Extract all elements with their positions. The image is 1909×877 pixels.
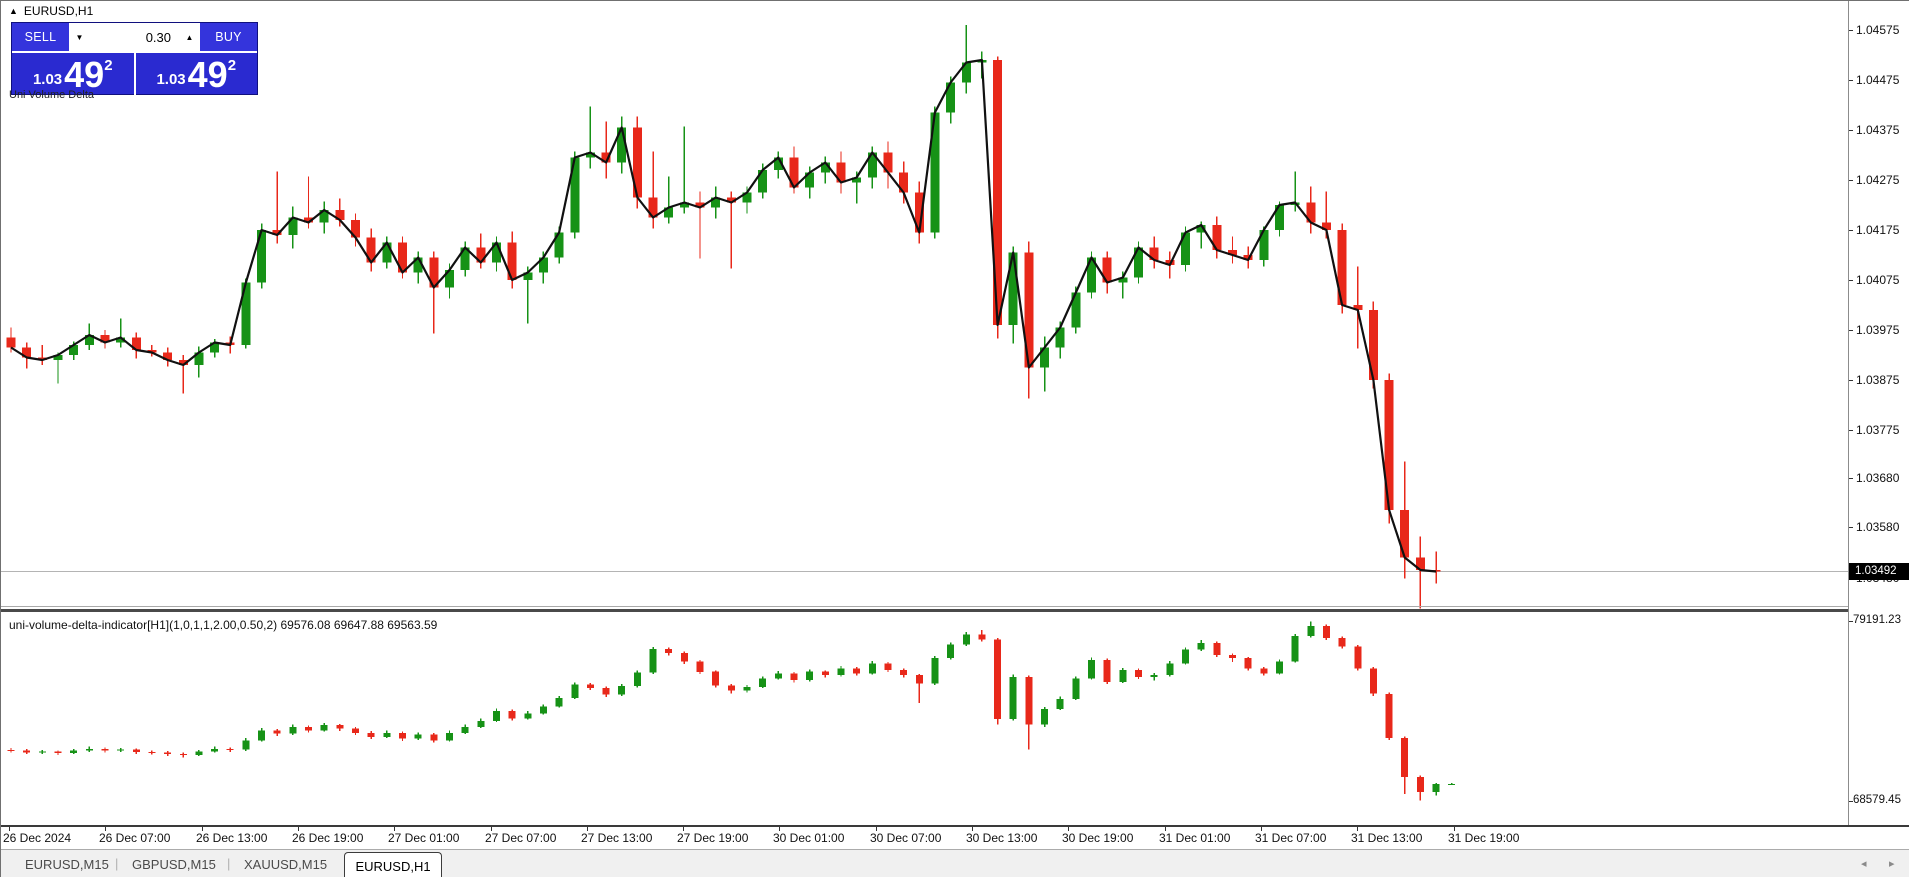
time-tick-mark bbox=[9, 827, 10, 831]
buy-price-pips: 49 bbox=[187, 53, 228, 95]
price-tick-mark bbox=[1849, 230, 1853, 231]
time-tick-mark bbox=[1357, 827, 1358, 831]
trade-panel-controls: SELL ▼ 0.30 ▲ BUY bbox=[12, 23, 257, 53]
price-axis[interactable]: 79191.23 68579.45 1.04575 1.04475 1.04375 1… bbox=[1848, 1, 1909, 825]
indicator-max-label: 79191.23 bbox=[1853, 614, 1901, 626]
price-tick-label: 1.03775 bbox=[1856, 423, 1900, 437]
price-tick-mark bbox=[1849, 330, 1853, 331]
price-tick-mark bbox=[1849, 80, 1853, 81]
symbol-header: ▲ EURUSD,H1 bbox=[9, 4, 93, 18]
price-tick-label: 1.03680 bbox=[1856, 471, 1900, 485]
buy-price-quote[interactable]: 1.03 49 2 bbox=[133, 53, 258, 96]
tab-separator: | bbox=[227, 856, 231, 871]
price-tick-mark bbox=[1849, 478, 1853, 479]
indicator-min-label: 68579.45 bbox=[1853, 794, 1901, 806]
sell-price-quote[interactable]: 1.03 49 2 bbox=[12, 53, 134, 96]
time-tick-label: 30 Dec 01:00 bbox=[773, 831, 845, 845]
time-tick-mark bbox=[1165, 827, 1166, 831]
time-tick-mark bbox=[1454, 827, 1455, 831]
tab-eurusd-m15[interactable]: EURUSD,M15 bbox=[25, 857, 109, 872]
tab-gbpusd-m15[interactable]: GBPUSD,M15 bbox=[132, 857, 216, 872]
tab-xauusd-m15[interactable]: XAUUSD,M15 bbox=[244, 857, 328, 872]
price-tick-mark bbox=[1849, 30, 1853, 31]
time-tick-label: 26 Dec 13:00 bbox=[196, 831, 268, 845]
lower-indicator-label: uni-volume-delta-indicator[H1](1,0,1,1,2… bbox=[9, 618, 438, 632]
time-tick-mark bbox=[394, 827, 395, 831]
one-click-trade-panel: SELL ▼ 0.30 ▲ BUY 1.03 49 2 1.03 49 2 bbox=[11, 22, 258, 96]
time-axis-border bbox=[1, 825, 1909, 827]
price-tick-mark bbox=[1849, 280, 1853, 281]
collapse-triangle-icon[interactable]: ▲ bbox=[9, 6, 18, 16]
time-tick-label: 30 Dec 19:00 bbox=[1062, 831, 1134, 845]
tab-scroll-right-icon[interactable]: ▸ bbox=[1889, 858, 1895, 870]
time-tick-label: 27 Dec 01:00 bbox=[388, 831, 460, 845]
price-tick-label: 1.04475 bbox=[1856, 73, 1900, 87]
price-tick-label: 1.03875 bbox=[1856, 373, 1900, 387]
time-tick-mark bbox=[779, 827, 780, 831]
lot-decrease-button[interactable]: ▼ bbox=[69, 23, 90, 51]
price-tick-mark bbox=[1849, 430, 1853, 431]
price-tick-label: 1.04575 bbox=[1856, 23, 1900, 37]
time-tick-label: 27 Dec 07:00 bbox=[485, 831, 557, 845]
time-tick-label: 26 Dec 2024 bbox=[3, 831, 72, 845]
time-tick-mark bbox=[972, 827, 973, 831]
price-tick-label: 1.04075 bbox=[1856, 273, 1900, 287]
time-tick-mark bbox=[298, 827, 299, 831]
upper-indicator-label: Uni Volume Delta bbox=[9, 89, 94, 101]
tab-separator: | bbox=[115, 856, 119, 871]
current-price-tag: 1.03492 bbox=[1849, 563, 1909, 580]
chevron-up-icon: ▲ bbox=[185, 32, 194, 42]
tab-scroll-left-icon[interactable]: ◂ bbox=[1861, 858, 1867, 870]
price-tick-mark bbox=[1849, 527, 1853, 528]
sell-price-big-figure: 1.03 bbox=[32, 71, 63, 88]
time-tick-label: 27 Dec 19:00 bbox=[677, 831, 749, 845]
time-axis[interactable]: 26 Dec 2024 26 Dec 07:00 26 Dec 13:00 26 De… bbox=[1, 827, 1909, 849]
indicator-tick-mark bbox=[1849, 801, 1853, 802]
buy-price-big-figure: 1.03 bbox=[156, 71, 186, 88]
price-tick-mark bbox=[1849, 130, 1853, 131]
buy-button[interactable]: BUY bbox=[200, 23, 257, 51]
lot-increase-button[interactable]: ▲ bbox=[179, 23, 200, 51]
lot-size-input[interactable]: 0.30 bbox=[90, 23, 179, 51]
price-tick-label: 1.04275 bbox=[1856, 173, 1900, 187]
main-price-chart[interactable] bbox=[1, 1, 1848, 611]
time-tick-mark bbox=[876, 827, 877, 831]
time-tick-label: 30 Dec 07:00 bbox=[870, 831, 942, 845]
sell-button[interactable]: SELL bbox=[12, 23, 69, 51]
price-tick-mark bbox=[1849, 180, 1853, 181]
time-tick-label: 31 Dec 01:00 bbox=[1159, 831, 1231, 845]
time-tick-mark bbox=[105, 827, 106, 831]
price-tick-mark bbox=[1849, 380, 1853, 381]
chevron-down-icon: ▼ bbox=[75, 32, 84, 42]
volume-delta-indicator-pane[interactable] bbox=[1, 613, 1848, 825]
price-tick-label: 1.03975 bbox=[1856, 323, 1900, 337]
chart-tab-bar: EURUSD,M15 | GBPUSD,M15 | XAUUSD,M15 EUR… bbox=[1, 849, 1909, 877]
sell-price-pipette: 2 bbox=[104, 57, 113, 74]
time-tick-label: 27 Dec 13:00 bbox=[581, 831, 653, 845]
time-tick-mark bbox=[202, 827, 203, 831]
pane-separator-highlight bbox=[1, 606, 1909, 607]
time-tick-mark bbox=[491, 827, 492, 831]
buy-price-pipette: 2 bbox=[227, 57, 237, 74]
time-tick-mark bbox=[587, 827, 588, 831]
price-tick-label: 1.03580 bbox=[1856, 520, 1900, 534]
time-tick-label: 31 Dec 13:00 bbox=[1351, 831, 1423, 845]
time-tick-mark bbox=[1261, 827, 1262, 831]
indicator-tick-mark bbox=[1849, 621, 1853, 622]
time-tick-mark bbox=[1068, 827, 1069, 831]
price-tick-label: 1.04375 bbox=[1856, 123, 1900, 137]
time-tick-label: 30 Dec 13:00 bbox=[966, 831, 1038, 845]
time-tick-label: 31 Dec 07:00 bbox=[1255, 831, 1327, 845]
trade-panel-quotes: 1.03 49 2 1.03 49 2 bbox=[12, 53, 257, 96]
time-tick-label: 26 Dec 19:00 bbox=[292, 831, 364, 845]
time-tick-label: 26 Dec 07:00 bbox=[99, 831, 171, 845]
sell-price-pips: 49 bbox=[64, 53, 105, 95]
price-tick-label: 1.04175 bbox=[1856, 223, 1900, 237]
symbol-label: EURUSD,H1 bbox=[23, 4, 94, 18]
tab-eurusd-h1-active[interactable]: EURUSD,H1 bbox=[344, 852, 442, 877]
pane-splitter[interactable] bbox=[1, 609, 1909, 612]
time-tick-label: 31 Dec 19:00 bbox=[1448, 831, 1520, 845]
time-tick-mark bbox=[683, 827, 684, 831]
